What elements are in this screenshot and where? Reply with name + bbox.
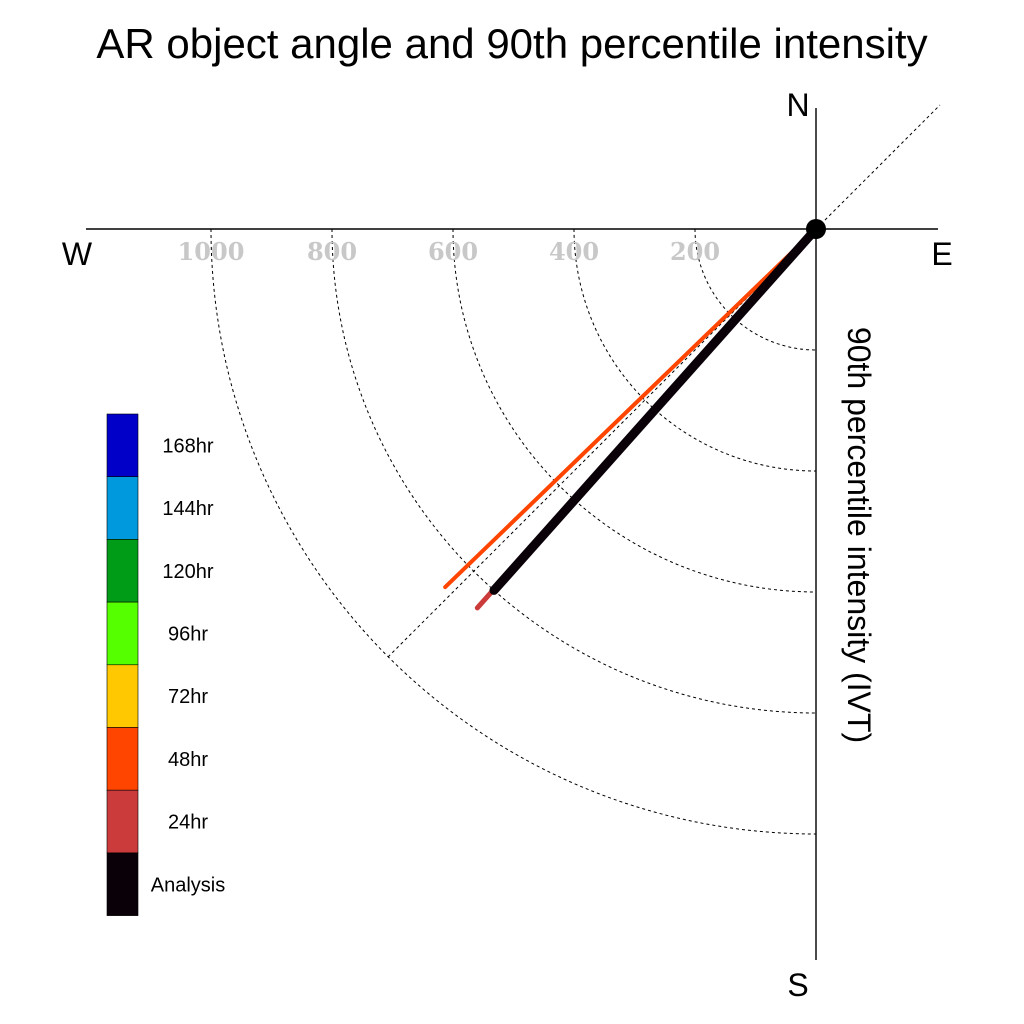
grid-diagonal	[387, 104, 941, 658]
grid-layer	[210, 104, 941, 835]
legend-label: 168hr	[162, 435, 213, 457]
origin-marker	[806, 219, 826, 239]
radial-tick-label: 600	[428, 237, 478, 266]
grid-arc	[694, 228, 817, 351]
legend-label: 144hr	[162, 498, 213, 520]
series-line-analysis	[489, 224, 821, 595]
radial-tick-label: 800	[307, 237, 357, 266]
compass-east: E	[931, 236, 952, 272]
radial-tick-label: 400	[549, 237, 599, 266]
legend-swatch	[106, 852, 139, 916]
series-line-48hr	[443, 227, 818, 590]
radial-tick-labels: 200 400 600 800 1000	[178, 237, 720, 266]
chart-title: AR object angle and 90th percentile inte…	[96, 20, 927, 67]
legend-swatch	[106, 413, 139, 478]
radial-tick-label: 1000	[178, 237, 245, 266]
legend-label: 24hr	[168, 812, 208, 834]
legend-swatch	[106, 539, 139, 603]
legend-label: Analysis	[151, 874, 225, 896]
legend-label: 120hr	[162, 561, 213, 583]
radial-tick-label: 200	[670, 237, 720, 266]
legend-label: 72hr	[168, 686, 208, 708]
legend-swatch	[106, 476, 139, 540]
compass-north: N	[786, 87, 809, 123]
legend-swatch	[106, 789, 139, 854]
compass-west: W	[62, 236, 93, 272]
legend-label: 96hr	[168, 624, 208, 646]
y-axis-label: 90th percentile intensity (IVT)	[841, 327, 877, 743]
series-layer	[443, 224, 821, 611]
legend: 168hr 144hr 120hr 96hr 72hr 48hr 24hr Analysis	[106, 413, 225, 916]
grid-arc	[573, 228, 817, 472]
compass-south: S	[787, 967, 808, 1003]
legend-label: 48hr	[168, 749, 208, 771]
legend-swatch	[106, 727, 139, 791]
legend-swatch	[106, 664, 139, 728]
legend-swatch	[106, 601, 139, 666]
